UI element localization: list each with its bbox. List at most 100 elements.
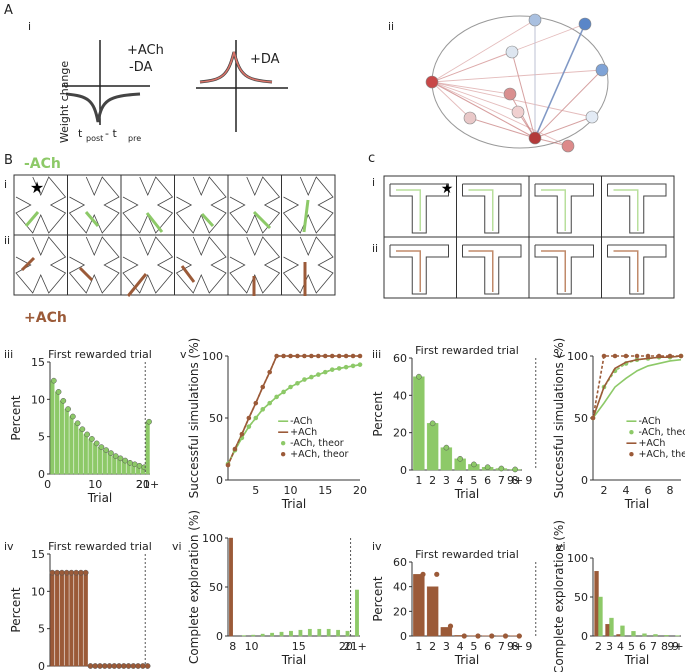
data-marker (87, 663, 94, 669)
y-axis-label: Complete exploration (%) (552, 520, 566, 672)
data-point (634, 353, 640, 359)
data-marker (135, 663, 141, 669)
x-tick-label: 5 (628, 640, 635, 653)
network-node (511, 105, 525, 119)
data-point (232, 446, 238, 452)
bar (59, 572, 65, 667)
data-point (350, 363, 356, 369)
data-point (295, 353, 300, 359)
bar (317, 628, 322, 637)
rule-ylabel: Weight change (58, 61, 71, 144)
x-tick-label: 9 (525, 474, 532, 487)
data-point (260, 407, 266, 412)
x-tick-label: 10 (88, 478, 102, 491)
x-tick-label: 4 (617, 640, 624, 653)
x-tick-label: 2 (601, 484, 608, 497)
bar (440, 627, 453, 637)
bar (653, 634, 658, 637)
series-line (592, 358, 682, 419)
y-axis-label: Successful simulations (%) (187, 338, 201, 499)
chart-title: First rewarded trial (415, 548, 519, 561)
trajectory-plus-ach (20, 256, 36, 272)
data-marker (125, 663, 132, 669)
x-tick-label: 6 (639, 640, 646, 653)
rule2-curve-red (199, 51, 273, 83)
data-marker (49, 569, 56, 576)
data-point (357, 362, 363, 367)
x-tick-label: 2 (595, 640, 602, 653)
panel-label-A-i: i (28, 20, 31, 33)
x-tick-label: 9 (525, 640, 532, 653)
maze-walls (229, 176, 281, 234)
data-marker (447, 623, 454, 629)
rule1-ach-label: +ACh (127, 43, 164, 58)
maze-walls (68, 236, 120, 294)
bar (78, 572, 84, 667)
maze-cell (67, 234, 122, 296)
data-point (645, 353, 651, 359)
trajectory-minus-ach (24, 211, 40, 227)
bar (298, 629, 303, 637)
x-tick-label: 10 (88, 670, 102, 672)
bar (78, 429, 84, 475)
data-point (253, 415, 259, 421)
legend-label: +ACh (638, 438, 665, 449)
data-point (274, 394, 279, 400)
network-edge (431, 69, 603, 83)
tmaze-trajectory (396, 189, 421, 231)
bar (631, 631, 636, 637)
bar (664, 635, 669, 637)
bar (642, 633, 647, 637)
y-axis-label: Percent (9, 395, 23, 440)
maze-cell (120, 174, 175, 236)
network-edge (431, 81, 471, 119)
x-axis-label: Trial (624, 497, 650, 511)
y-tick-label: 50 (209, 581, 223, 594)
trajectory-plus-ach (180, 265, 196, 283)
panel-label-C-v: v (556, 348, 563, 361)
data-marker (416, 373, 422, 380)
data-marker (101, 663, 108, 669)
network-edge (431, 81, 511, 95)
bar (74, 423, 79, 475)
data-marker (93, 440, 100, 447)
y-tick-label: 40 (393, 389, 407, 402)
legend-label: +ACh (290, 427, 317, 438)
network-edge-blue (534, 23, 586, 139)
data-marker (112, 453, 119, 459)
trajectory-minus-ach (145, 212, 164, 233)
bar (307, 628, 312, 637)
maze-walls (122, 176, 174, 234)
maze-cell (227, 174, 282, 236)
maze-cell (174, 234, 229, 296)
data-marker (63, 569, 70, 576)
network-graph (425, 13, 609, 153)
bar (59, 400, 65, 475)
panel-label-B-ii: ii (4, 234, 10, 247)
bar (50, 380, 55, 475)
bar (97, 446, 103, 475)
bar (326, 628, 331, 637)
y-tick-label: 50 (209, 412, 223, 425)
bar (616, 634, 621, 637)
data-point (322, 369, 328, 375)
panel-label-B-vi: vi (172, 540, 182, 553)
data-point (274, 353, 279, 359)
x-tick-label: 9+ (507, 640, 523, 653)
legend-label: +ACh, theor (290, 449, 348, 460)
y-tick-label: 100 (567, 552, 588, 565)
data-point (288, 384, 293, 390)
x-tick-label: 5 (470, 474, 477, 487)
bar (426, 586, 439, 637)
data-marker (429, 420, 436, 427)
x-tick-label: 9 (672, 640, 679, 653)
bar (69, 572, 74, 667)
y-tick-label: 5 (38, 431, 45, 444)
series-line (592, 355, 682, 419)
tmaze-trajectory (468, 189, 494, 231)
data-point (267, 369, 272, 375)
bar (145, 421, 150, 475)
data-point (329, 353, 335, 359)
